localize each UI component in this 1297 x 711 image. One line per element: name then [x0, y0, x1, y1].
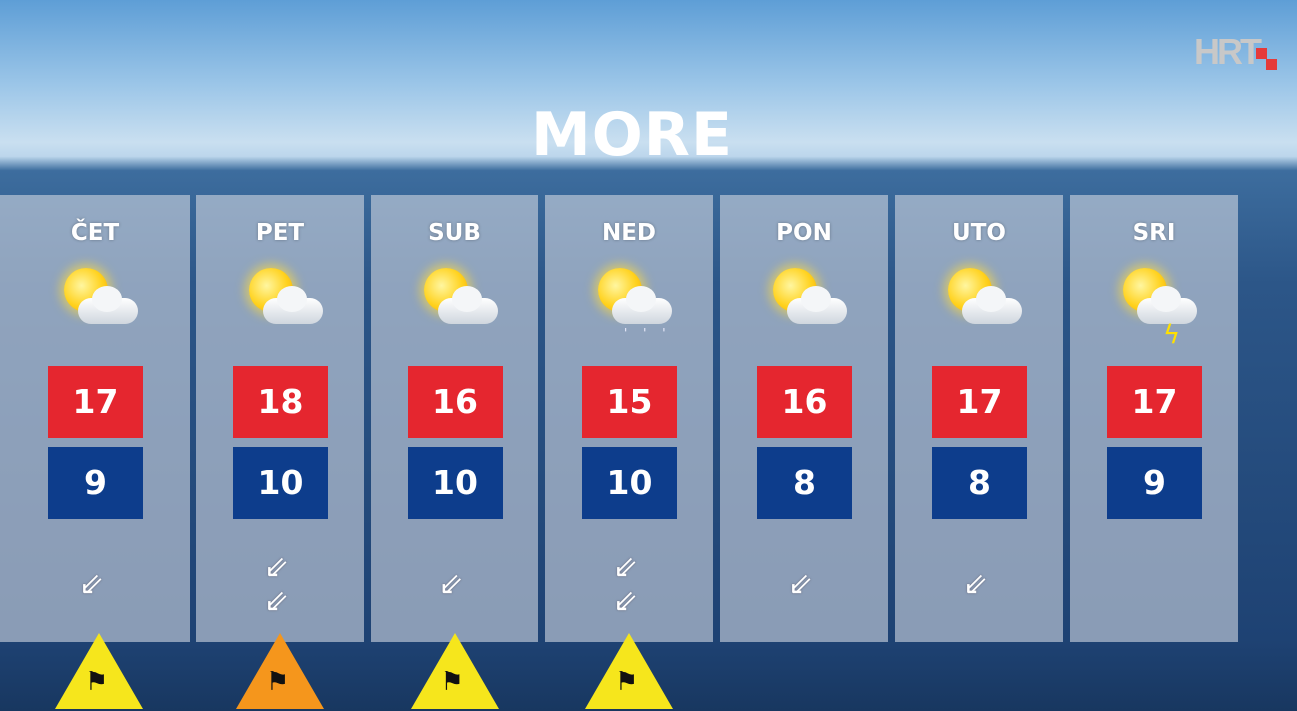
- day-label: ČET: [70, 220, 120, 246]
- wind-indicator: [1132, 563, 1176, 607]
- weather-icon-sun-cloud: [50, 260, 140, 350]
- max-temp: 17: [48, 366, 143, 438]
- cloud-icon: [962, 286, 1022, 324]
- wind-arrow-icon: ⇙: [613, 584, 639, 619]
- day-panel: ČET 17 9 ⇙: [0, 195, 190, 642]
- wind-warning-yellow: ⚑: [585, 633, 673, 709]
- windsock-icon: ⚑: [615, 667, 639, 697]
- min-temp: 10: [582, 447, 677, 519]
- day-panel: NED ' ' ' 15 10 ⇙ ⇙: [545, 195, 713, 642]
- wind-arrow-icon: ⇙: [788, 567, 814, 602]
- max-temp: 17: [932, 366, 1027, 438]
- day-panel: SRI ϟ 17 9: [1070, 195, 1238, 642]
- day-label: NED: [601, 220, 657, 246]
- wind-indicator: ⇙ ⇙: [607, 552, 651, 618]
- hrt-logo: HRT: [1194, 32, 1278, 72]
- weather-icon-sun-cloud-storm: ϟ: [1109, 260, 1199, 350]
- weather-icon-sun-cloud: [759, 260, 849, 350]
- warning-triangle: [410, 633, 499, 709]
- min-temp: 9: [1107, 447, 1202, 519]
- warning-triangle: [585, 633, 673, 709]
- wind-arrow-icon: ⇙: [79, 567, 105, 602]
- min-temp: 10: [233, 447, 328, 519]
- day-label: UTO: [952, 220, 1006, 246]
- page-title: MORE: [531, 100, 733, 170]
- wind-arrow-icon: ⇙: [963, 567, 989, 602]
- lightning-icon: ϟ: [1163, 320, 1181, 350]
- windsock-icon: ⚑: [440, 667, 464, 697]
- weather-icon-sun-cloud: [934, 260, 1024, 350]
- windsock-icon: ⚑: [85, 667, 109, 697]
- cloud-icon: [437, 286, 498, 324]
- max-temp: 18: [233, 366, 328, 438]
- min-temp: 9: [48, 447, 143, 519]
- cloud-icon: [787, 286, 847, 324]
- wind-arrow-icon: ⇙: [264, 550, 290, 585]
- weather-icon-sun-cloud: [410, 260, 500, 350]
- cloud-icon: [1137, 286, 1197, 324]
- max-temp: 16: [757, 366, 852, 438]
- wind-indicator: ⇙: [782, 563, 826, 607]
- cloud-icon: [263, 286, 323, 324]
- min-temp: 8: [757, 447, 852, 519]
- day-panel: UTO 17 8 ⇙: [895, 195, 1063, 642]
- min-temp: 10: [407, 447, 503, 519]
- windsock-icon: ⚑: [266, 667, 290, 697]
- wind-arrow-icon: ⇙: [613, 550, 639, 585]
- wind-warning-yellow: ⚑: [410, 633, 499, 709]
- wind-arrow-icon: ⇙: [438, 567, 464, 602]
- day-panel: SUB 16 10 ⇙: [371, 195, 538, 642]
- min-temp: 8: [932, 447, 1027, 519]
- day-label: SRI: [1132, 220, 1176, 246]
- wind-warning-yellow: ⚑: [55, 633, 143, 709]
- weather-icon-sun-cloud-rain: ' ' ': [584, 260, 674, 350]
- wind-arrow-icon: ⇙: [264, 584, 290, 619]
- day-label: SUB: [428, 220, 481, 246]
- wind-indicator: ⇙: [73, 563, 117, 607]
- day-label: PON: [776, 220, 832, 246]
- warning-triangle: [55, 633, 143, 709]
- weather-icon-sun-cloud: [235, 260, 325, 350]
- cloud-icon: [612, 286, 672, 324]
- warning-triangle: [236, 633, 324, 709]
- rain-icon: ' ' ': [624, 326, 672, 340]
- wind-indicator: ⇙ ⇙: [258, 552, 302, 618]
- wind-indicator: ⇙: [433, 563, 477, 607]
- max-temp: 17: [1107, 366, 1202, 438]
- max-temp: 15: [582, 366, 677, 438]
- cloud-icon: [78, 286, 138, 324]
- day-label: PET: [255, 220, 305, 246]
- day-panel: PON 16 8 ⇙: [720, 195, 888, 642]
- max-temp: 16: [407, 366, 503, 438]
- day-panel: PET 18 10 ⇙ ⇙: [196, 195, 364, 642]
- wind-warning-orange: ⚑: [236, 633, 324, 709]
- wind-indicator: ⇙: [957, 563, 1001, 607]
